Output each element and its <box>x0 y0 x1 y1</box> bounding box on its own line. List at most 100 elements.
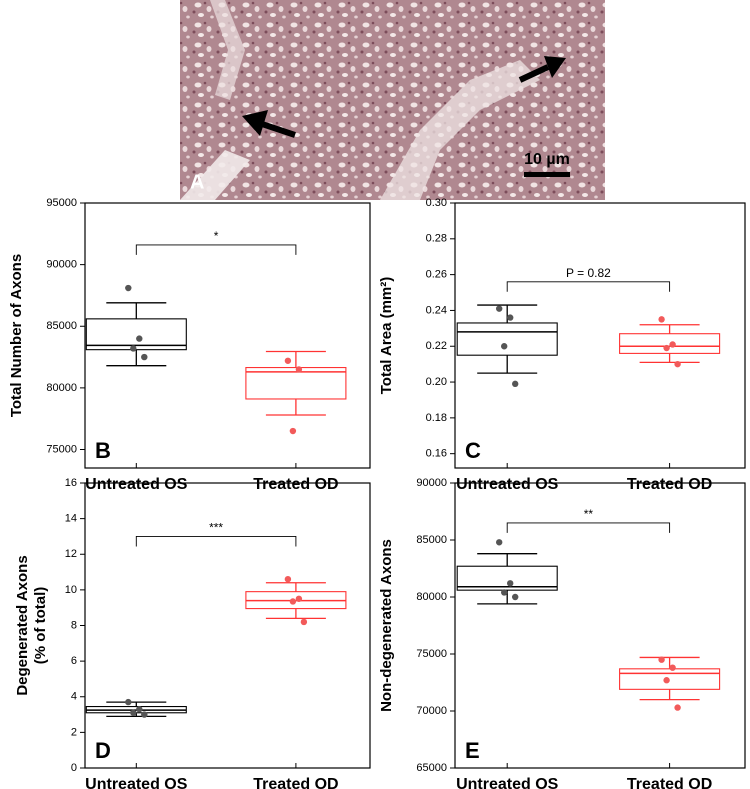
y-tick-label: 65000 <box>416 762 447 774</box>
x-tick-label: Treated OD <box>627 476 712 493</box>
data-point <box>501 589 508 596</box>
significance-label: *** <box>209 521 223 535</box>
y-tick-label: 6 <box>71 655 77 667</box>
data-point <box>125 698 132 706</box>
y-axis-label: Total Area (mm²) <box>378 277 395 395</box>
data-point <box>496 305 503 312</box>
y-tick-label: 0.22 <box>426 340 447 352</box>
data-point <box>669 664 676 671</box>
y-axis-label: (% of total) <box>32 587 49 664</box>
y-tick-label: 0.18 <box>426 412 447 424</box>
panel-d: 0 2 4 6 8 10 12 14 16 Degenerated Axons (% of tota… <box>14 477 371 789</box>
y-tick-label: 70000 <box>416 705 447 717</box>
y-tick-label: 90000 <box>416 477 447 489</box>
significance-bracket <box>506 281 671 292</box>
panel-label: D <box>95 738 111 763</box>
data-point <box>130 345 137 352</box>
data-point <box>507 314 514 321</box>
data-point <box>663 677 670 684</box>
box <box>456 322 558 356</box>
y-axis-label: Non-degenerated Axons <box>378 539 395 712</box>
y-tick-label: 75000 <box>416 648 447 660</box>
background-region <box>180 150 250 200</box>
data-point <box>289 427 297 435</box>
data-point <box>507 580 514 587</box>
x-tick-label: Untreated OS <box>456 776 559 789</box>
y-tick-label: 0.24 <box>426 304 447 316</box>
box <box>619 333 721 354</box>
plot-frame <box>454 202 746 469</box>
data-point <box>663 344 670 352</box>
box <box>456 565 558 591</box>
y-tick-label: 0.16 <box>426 448 447 460</box>
data-point <box>295 366 303 373</box>
arrow <box>518 56 566 83</box>
significance-label: ** <box>584 507 594 521</box>
data-point <box>125 284 132 292</box>
y-tick-label: 80000 <box>46 382 77 394</box>
significance-bracket <box>506 522 671 533</box>
y-tick-label: 8 <box>71 619 77 631</box>
significance-label: P = 0.82 <box>566 266 611 280</box>
panel-label: C <box>465 438 481 463</box>
panel-c: 0.16 0.18 0.20 0.22 0.24 0.26 0.28 0.30 Total Ar… <box>378 197 746 493</box>
y-tick-label: 85000 <box>416 534 447 546</box>
panel-b: 75000 80000 85000 90000 95000 Total Number of… <box>8 197 371 493</box>
data-point <box>658 656 665 663</box>
y-tick-label: 2 <box>71 726 77 738</box>
x-tick-label: Untreated OS <box>456 476 559 493</box>
background-region <box>210 0 245 100</box>
data-point <box>141 711 148 718</box>
y-axis-label: Total Number of Axons <box>8 254 25 417</box>
y-tick-label: 0.26 <box>426 269 447 281</box>
panel-label: B <box>95 438 111 463</box>
scale-bar-label: 10 µm <box>524 151 570 168</box>
scale-bar <box>524 172 570 177</box>
box <box>619 668 721 690</box>
significance-bracket <box>135 535 297 547</box>
data-point <box>289 598 297 605</box>
data-point <box>295 595 303 602</box>
panel-e: 65000 70000 75000 80000 85000 90000 Non-degene… <box>378 477 746 789</box>
background-region <box>380 60 540 200</box>
micrograph <box>180 0 605 200</box>
panel-label: E <box>465 738 480 763</box>
data-point <box>501 343 508 350</box>
data-point <box>512 593 519 601</box>
y-tick-label: 16 <box>65 477 77 489</box>
data-point <box>284 357 292 364</box>
x-tick-label: Treated OD <box>627 776 712 789</box>
data-point <box>674 704 681 711</box>
data-point <box>284 575 292 583</box>
x-tick-label: Untreated OS <box>85 476 188 493</box>
data-point <box>674 360 681 368</box>
y-axis-label: Degenerated Axons <box>14 555 31 695</box>
x-tick-label: Treated OD <box>253 776 338 789</box>
data-point <box>141 353 148 361</box>
plot-frame <box>84 482 371 769</box>
y-tick-label: 0.28 <box>426 233 447 245</box>
arrow <box>242 110 296 138</box>
y-tick-label: 80000 <box>416 591 447 603</box>
data-point <box>669 341 676 348</box>
data-point <box>512 380 519 388</box>
data-point <box>136 706 143 713</box>
panel-label: A <box>190 171 204 193</box>
significance-label: * <box>214 229 219 243</box>
data-point <box>496 539 503 546</box>
y-tick-label: 10 <box>65 584 77 596</box>
data-point <box>136 335 143 342</box>
box <box>85 318 187 351</box>
plot-frame <box>84 202 371 469</box>
y-tick-label: 0.30 <box>426 197 447 209</box>
significance-bracket <box>135 244 297 255</box>
y-tick-label: 85000 <box>46 320 77 332</box>
y-tick-label: 0.20 <box>426 376 447 388</box>
y-tick-label: 4 <box>71 691 77 703</box>
data-point <box>130 709 137 716</box>
x-tick-label: Treated OD <box>253 476 338 493</box>
y-tick-label: 14 <box>65 513 77 525</box>
y-tick-label: 75000 <box>46 443 77 455</box>
y-tick-label: 90000 <box>46 259 77 271</box>
